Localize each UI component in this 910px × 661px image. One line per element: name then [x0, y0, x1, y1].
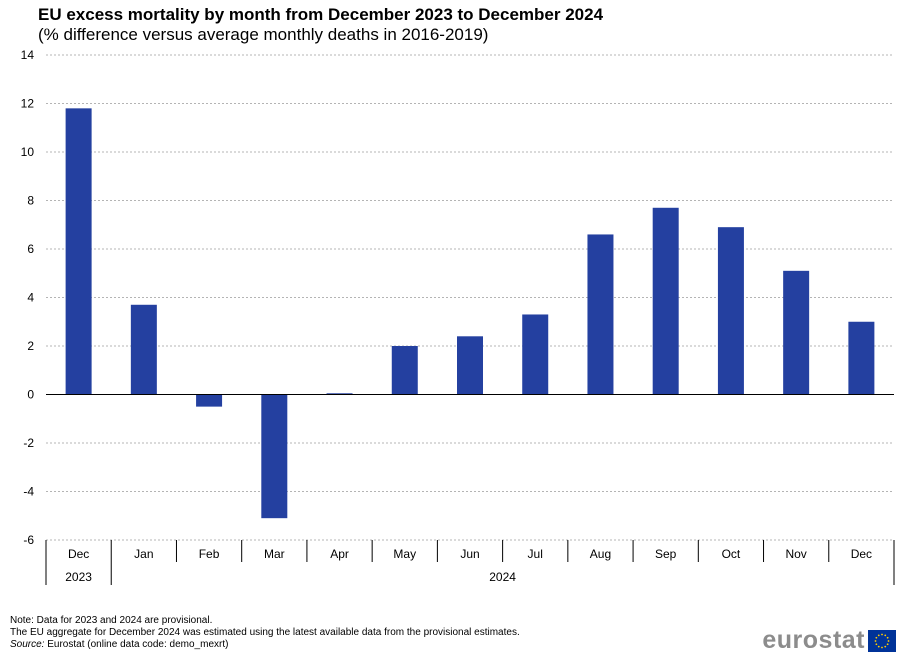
year-label: 2023	[65, 570, 92, 584]
bar	[457, 336, 483, 395]
bar	[652, 207, 679, 395]
chart-title: EU excess mortality by month from Decemb…	[38, 5, 604, 24]
footnotes: Note: Data for 2023 and 2024 are provisi…	[10, 615, 520, 651]
eu-flag-star	[886, 636, 889, 639]
x-tick-label: Jun	[460, 547, 479, 561]
y-tick-label: -2	[23, 436, 34, 450]
bar	[391, 346, 418, 395]
eu-flag-star	[877, 633, 880, 636]
y-tick-label: 12	[21, 97, 35, 111]
bars	[65, 108, 875, 519]
source-label: Source:	[10, 639, 45, 650]
x-tick-label: Aug	[590, 547, 611, 561]
eu-flag-star	[874, 639, 877, 642]
y-tick-label: 2	[27, 339, 34, 353]
x-tick-label: May	[393, 547, 416, 561]
x-tick-label: Jan	[134, 547, 153, 561]
eu-flag-star	[887, 639, 890, 642]
bar	[326, 393, 353, 395]
year-label: 2024	[489, 570, 516, 584]
x-tick-label: Dec	[68, 547, 89, 561]
eurostat-logo: eurostat	[762, 626, 896, 655]
chart-subtitle: (% difference versus average monthly dea…	[38, 25, 489, 44]
eu-flag-star	[886, 642, 889, 645]
x-tick-label: Apr	[330, 547, 349, 561]
x-tick-label: Oct	[722, 547, 741, 561]
eu-flag-stars	[874, 633, 890, 648]
eu-flag-background	[868, 629, 896, 652]
axes	[45, 394, 895, 585]
source-text: Eurostat (online data code: demo_mexrt)	[44, 639, 229, 650]
gridlines	[46, 54, 894, 541]
eu-flag-star	[875, 636, 878, 639]
y-tick-label: 10	[21, 145, 35, 159]
eu-flag-star	[877, 645, 880, 648]
y-tick-label: 0	[27, 388, 34, 402]
bar	[783, 270, 810, 395]
y-tick-label: -4	[23, 485, 34, 499]
eu-flag-star	[884, 645, 887, 648]
x-tick-label: Dec	[851, 547, 872, 561]
eu-flag-star	[881, 633, 883, 635]
bar	[522, 314, 549, 395]
labels: -6 -4 -2 0 2 4 6 8 10 12 14 Dec Jan Feb Mar Apr May Jun Ju…	[21, 48, 872, 584]
eu-flag-icon	[868, 629, 896, 652]
note-line-1: Note: Data for 2023 and 2024 are provisi…	[10, 615, 213, 626]
bar	[261, 394, 288, 519]
x-tick-label: Feb	[199, 547, 220, 561]
source-line: Source: Eurostat (online data code: demo…	[10, 639, 520, 651]
note-line-2: The EU aggregate for December 2024 was e…	[10, 627, 520, 638]
bar	[587, 234, 614, 395]
bar	[848, 321, 875, 395]
eu-flag-star	[884, 633, 887, 636]
x-tick-label: Nov	[785, 547, 806, 561]
y-tick-label: 6	[27, 242, 34, 256]
y-tick-label: 4	[27, 291, 34, 305]
x-tick-label: Jul	[528, 547, 543, 561]
bar-chart: -6 -4 -2 0 2 4 6 8 10 12 14 Dec Jan Feb Mar Apr May Jun Ju…	[21, 48, 895, 585]
eu-flag-star	[875, 642, 878, 645]
eu-flag-star	[881, 646, 883, 648]
y-tick-label: 8	[27, 194, 34, 208]
bar	[130, 304, 157, 395]
eurostat-wordmark: eurostat	[762, 626, 865, 654]
bar	[65, 108, 92, 395]
x-tick-label: Sep	[655, 547, 677, 561]
bar	[717, 227, 744, 395]
x-tick-label: Mar	[264, 547, 285, 561]
y-tick-label: 14	[21, 48, 35, 62]
bar	[196, 394, 223, 407]
y-tick-label: -6	[23, 533, 34, 547]
